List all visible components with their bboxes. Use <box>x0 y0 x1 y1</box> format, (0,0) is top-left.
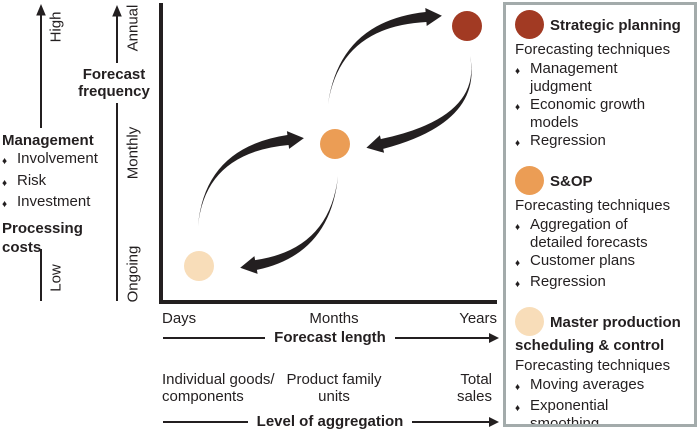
management-item: ♦ Risk <box>2 172 120 194</box>
legend-item: ♦ Exponential smoothing <box>515 397 609 427</box>
diamond-bullet-icon: ♦ <box>515 102 521 113</box>
diamond-bullet-icon: ♦ <box>515 403 521 414</box>
point-strategic <box>452 11 482 41</box>
high-label: High <box>47 11 65 43</box>
aggtick-product: Product family units <box>286 371 382 405</box>
diamond-bullet-icon: ♦ <box>515 279 521 290</box>
management-item: ♦ Involvement <box>2 150 120 172</box>
aggregation-label: Level of aggregation <box>256 413 404 430</box>
legend-item: ♦ Regression <box>515 132 687 153</box>
sop-dot-icon <box>515 166 544 195</box>
diamond-bullet-icon: ♦ <box>515 258 521 269</box>
management-title: Management <box>2 132 94 149</box>
plot-axes <box>159 3 497 304</box>
section-header: S&OP <box>515 166 687 195</box>
cycle-arrow-up-to-sop <box>198 131 304 226</box>
low-label: Low <box>47 264 65 292</box>
legend-item: ♦ Customer plans <box>515 252 687 273</box>
section-title: Master production scheduling & control <box>515 314 681 354</box>
section-header: Strategic planning <box>515 10 687 39</box>
diamond-bullet-icon: ♦ <box>2 199 8 210</box>
section-subtitle: Forecasting techniques <box>515 41 671 58</box>
legend-item: ♦ Aggregation of detailed forecasts <box>515 216 648 251</box>
diamond-bullet-icon: ♦ <box>515 66 521 77</box>
cycle-arrow-down-to-msc <box>240 176 338 274</box>
diamond-bullet-icon: ♦ <box>515 138 521 149</box>
point-sop <box>320 129 350 159</box>
aggregation-axis: Level of aggregation <box>163 413 499 430</box>
diamond-bullet-icon: ♦ <box>2 177 8 189</box>
processing-costs-label: Processing costs <box>2 219 83 256</box>
cycle-arrow-up-to-strategic <box>328 8 442 104</box>
frequency-axis-arrowhead-icon <box>112 5 122 17</box>
legend-item: ♦ Moving averages <box>515 376 687 397</box>
legend-section-msc: Master production scheduling & control F… <box>515 307 687 427</box>
axis-line <box>163 421 248 423</box>
legend-item: ♦ Management judgment <box>515 60 618 95</box>
msc-dot-icon <box>515 307 544 336</box>
aggtick-total: Total sales <box>456 371 492 405</box>
cycle-arrow-down-to-sop <box>366 56 472 153</box>
axis-line-arrow-icon <box>394 333 500 343</box>
strategic-dot-icon <box>515 10 544 39</box>
diamond-bullet-icon: ♦ <box>515 222 521 233</box>
xtick-months: Months <box>309 310 359 327</box>
frequency-tick-annual: Annual <box>124 4 142 52</box>
legend-panel: Strategic planning Forecasting technique… <box>503 2 697 427</box>
forecast-length-label: Forecast length <box>274 329 386 346</box>
section-header: Master production scheduling & control <box>515 307 687 355</box>
aggtick-individual: Individual goods/ components <box>162 371 275 405</box>
diamond-bullet-icon: ♦ <box>515 382 521 393</box>
legend-section-strategic: Strategic planning Forecasting technique… <box>515 10 687 153</box>
frequency-tick-monthly: Monthly <box>124 126 142 180</box>
legend-section-sop: S&OP Forecasting techniques ♦ Aggregatio… <box>515 166 687 294</box>
axis-line-arrow-icon <box>412 417 499 427</box>
section-subtitle: Forecasting techniques <box>515 357 671 374</box>
management-item: ♦ Investment <box>2 193 120 215</box>
legend-item: ♦ Regression <box>515 273 687 294</box>
axis-line <box>163 337 266 339</box>
management-block: Management ♦ Involvement ♦ Risk ♦ Invest… <box>2 131 120 257</box>
xtick-years: Years <box>459 310 497 327</box>
frequency-axis-label: Forecast frequency <box>78 66 150 100</box>
section-title: Strategic planning <box>550 17 681 34</box>
forecast-length-axis: Forecast length <box>163 329 500 346</box>
section-title: S&OP <box>550 173 593 190</box>
frequency-tick-ongoing: Ongoing <box>124 245 142 303</box>
section-subtitle: Forecasting techniques <box>515 197 671 214</box>
management-axis-arrowhead-icon <box>36 4 46 16</box>
xtick-days: Days <box>162 310 197 327</box>
diamond-bullet-icon: ♦ <box>2 156 8 167</box>
legend-item: ♦ Economic growth models <box>515 96 646 131</box>
point-master-production <box>184 251 214 281</box>
